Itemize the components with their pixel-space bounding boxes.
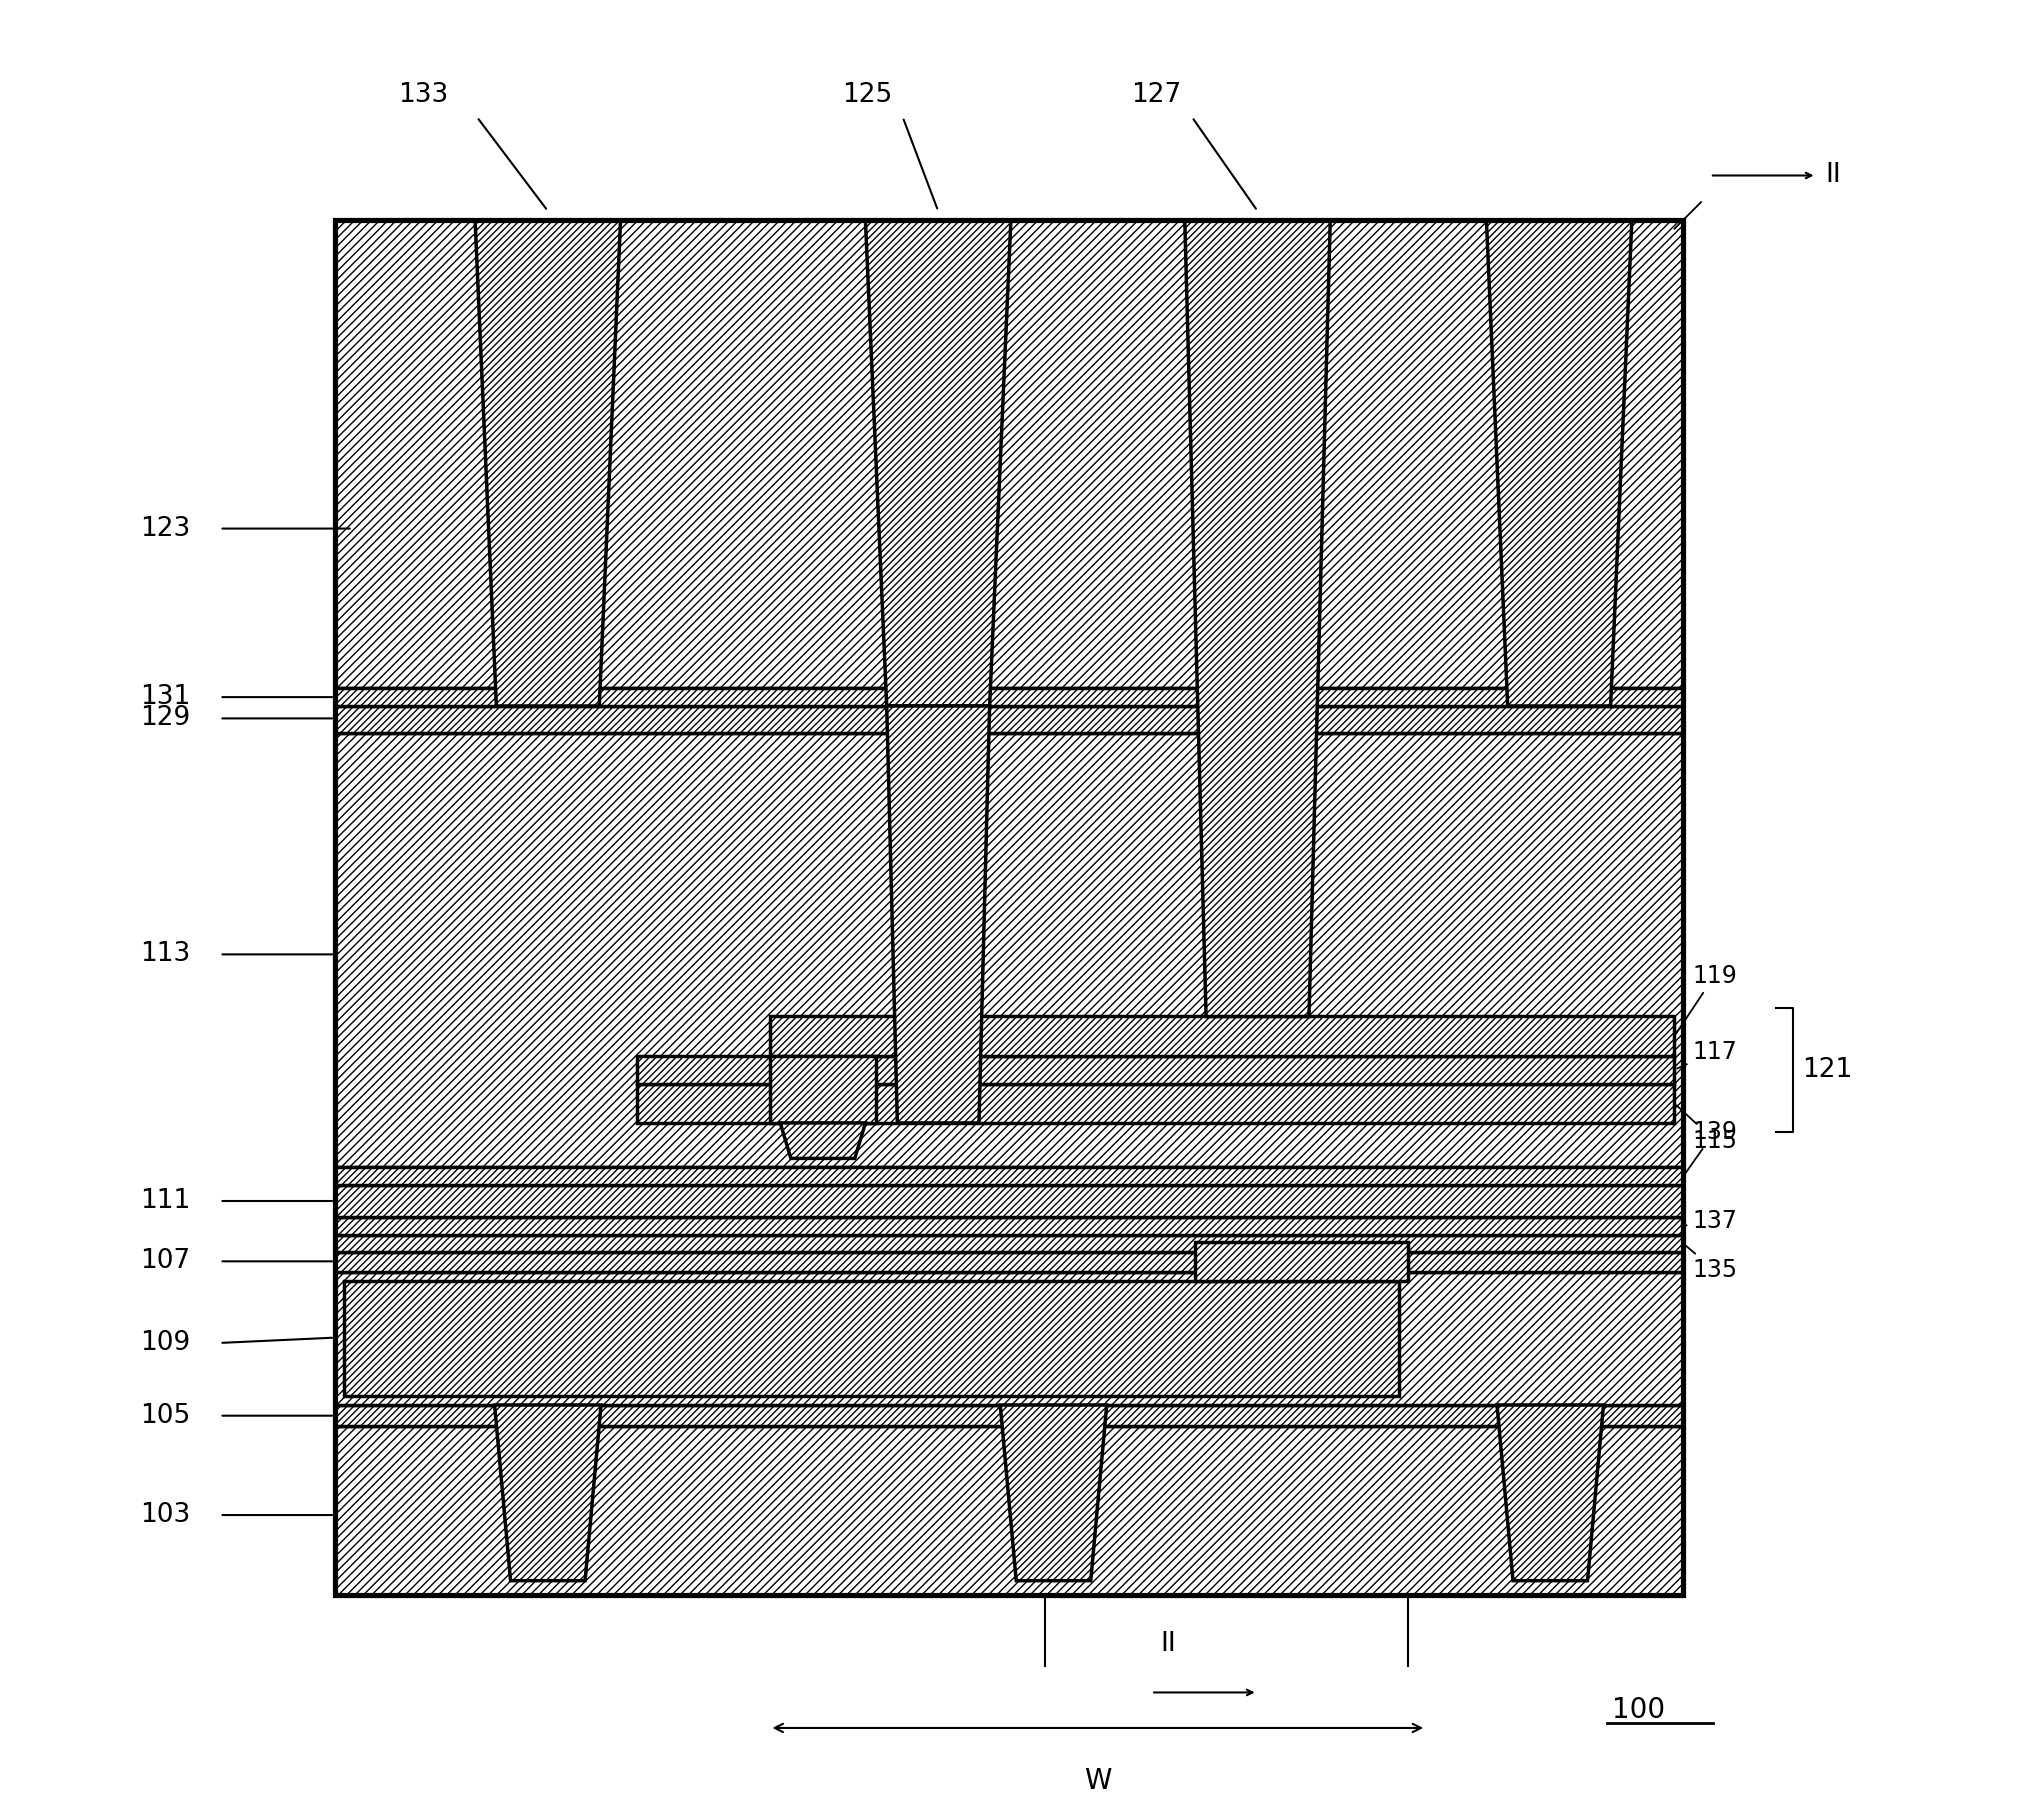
Text: 129: 129 (140, 706, 189, 731)
Polygon shape (344, 1282, 1399, 1395)
Polygon shape (1486, 220, 1633, 706)
Text: 111: 111 (140, 1188, 189, 1215)
Polygon shape (888, 706, 989, 1123)
Text: 123: 123 (140, 516, 189, 541)
Polygon shape (334, 220, 1684, 688)
Text: II: II (1161, 1632, 1175, 1657)
Polygon shape (780, 1123, 865, 1159)
Polygon shape (334, 1273, 1684, 1404)
Polygon shape (334, 706, 1684, 733)
Polygon shape (637, 1083, 1674, 1123)
Polygon shape (334, 1186, 1684, 1217)
Polygon shape (474, 220, 621, 706)
Polygon shape (334, 1426, 1684, 1596)
Polygon shape (770, 1016, 1674, 1056)
Text: 103: 103 (140, 1502, 189, 1529)
Polygon shape (334, 1253, 1684, 1273)
Text: 137: 137 (1686, 1209, 1737, 1233)
Text: 135: 135 (1686, 1245, 1737, 1282)
Text: 105: 105 (140, 1402, 189, 1430)
Text: 131: 131 (140, 684, 189, 709)
Polygon shape (637, 1056, 1674, 1083)
Text: 127: 127 (1132, 81, 1181, 108)
Polygon shape (1496, 1404, 1604, 1581)
Polygon shape (770, 1056, 875, 1123)
Polygon shape (334, 1404, 1684, 1426)
Text: 139: 139 (1686, 1119, 1737, 1173)
Text: 121: 121 (1802, 1056, 1853, 1083)
Polygon shape (865, 220, 1012, 706)
Polygon shape (334, 733, 1684, 1168)
Text: 119: 119 (1676, 964, 1737, 1034)
Polygon shape (1000, 1404, 1108, 1581)
Text: II: II (1826, 162, 1841, 188)
Text: 113: 113 (140, 942, 189, 967)
Text: 109: 109 (140, 1330, 189, 1356)
Polygon shape (1185, 220, 1330, 1016)
Text: 117: 117 (1678, 1040, 1737, 1069)
Text: 125: 125 (843, 81, 892, 108)
Polygon shape (334, 688, 1684, 706)
Polygon shape (334, 1235, 1684, 1253)
Bar (334, 220, 1684, 1596)
Text: 107: 107 (140, 1249, 189, 1274)
Polygon shape (1195, 1242, 1409, 1282)
Text: 133: 133 (399, 81, 448, 108)
Text: 115: 115 (1676, 1105, 1737, 1153)
Polygon shape (334, 1217, 1684, 1235)
Text: W: W (1083, 1767, 1112, 1794)
Polygon shape (495, 1404, 601, 1581)
Text: 100: 100 (1613, 1697, 1665, 1724)
Polygon shape (334, 1168, 1684, 1186)
